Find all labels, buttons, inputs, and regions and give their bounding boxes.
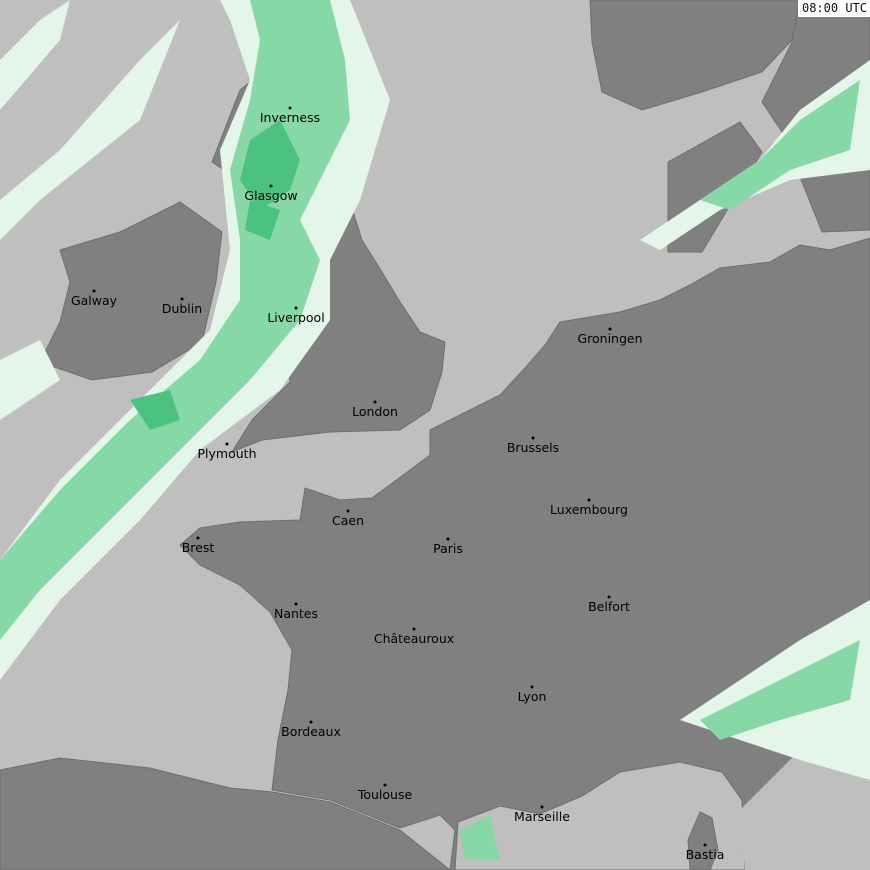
spain [0,757,451,870]
city-label: Groningen [577,331,643,346]
city-dot [531,436,535,440]
city-label: Lyon [517,689,547,704]
city-dot [383,783,387,787]
city-dot [608,327,612,331]
city-dot [540,805,544,809]
city-label: Châteauroux [373,631,455,646]
city-dot [180,297,184,301]
city-label: Luxembourg [550,502,628,517]
city-label: Galway [70,293,118,308]
ireland [39,201,223,381]
city-label: Liverpool [267,310,325,325]
city-dot [412,627,416,631]
city-dot [269,184,273,188]
city-label: Bastia [685,847,725,862]
city-dot [607,595,611,599]
city-label: Dublin [161,301,203,316]
city-dot [92,289,96,293]
city-dot [703,843,707,847]
timestamp-label: 08:00 UTC [797,0,870,17]
city-label: Marseille [514,809,570,824]
city-label: Glasgow [244,188,298,203]
city-dot [446,537,450,541]
city-label: Nantes [273,606,319,621]
city-label: Belfort [588,599,630,614]
corsica [687,811,719,870]
city-label: Plymouth [197,446,257,461]
city-label: Inverness [259,110,321,125]
city-dot [288,106,292,110]
city-label: Brussels [506,440,560,455]
city-dot [225,442,229,446]
city-dot [294,306,298,310]
city-dot [530,685,534,689]
city-label: Toulouse [357,787,413,802]
city-label: Paris [433,541,463,556]
city-label: Bordeaux [281,724,341,739]
city-dot [196,536,200,540]
city-label: London [352,404,398,419]
city-dot [309,720,313,724]
city-dot [346,509,350,513]
city-dot [373,400,377,404]
city-label: Caen [331,513,365,528]
city-dot [587,498,591,502]
city-label: Brest [181,540,215,555]
city-dot [294,602,298,606]
